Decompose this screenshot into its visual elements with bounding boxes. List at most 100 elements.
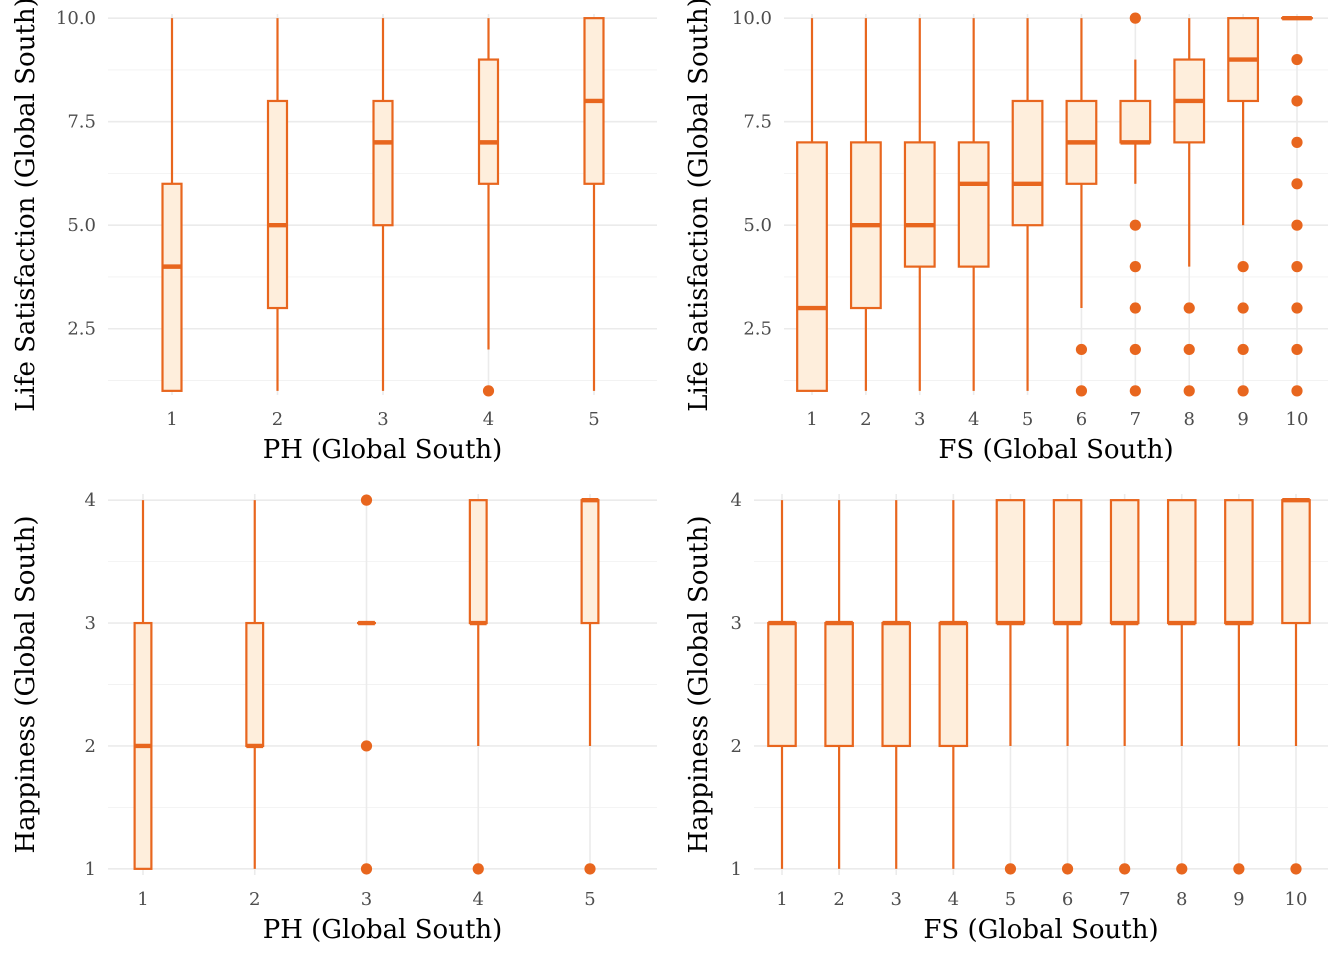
x-tick-label: 5 bbox=[1005, 889, 1016, 910]
box-group-8 bbox=[1166, 499, 1197, 875]
box bbox=[1166, 499, 1197, 625]
box-group-9 bbox=[1227, 17, 1260, 397]
box bbox=[881, 621, 912, 748]
box-group-7 bbox=[1119, 12, 1152, 397]
x-tick-label: 3 bbox=[361, 889, 372, 910]
box-group-5 bbox=[580, 497, 600, 875]
chart-panel-3: 1 2 3 4 1 2 3 4 5 PH (Global South) Happiness (Glo… bbox=[11, 490, 657, 945]
outlier-point bbox=[1291, 261, 1303, 273]
outlier-point bbox=[1237, 343, 1249, 356]
y-tick-label: 2.5 bbox=[743, 319, 772, 340]
outlier-point bbox=[1291, 302, 1303, 314]
y-axis-title: Life Satisfaction (Global South) bbox=[684, 0, 714, 412]
box bbox=[468, 499, 488, 625]
y-tick-label: 4 bbox=[731, 490, 742, 511]
outlier-point bbox=[1119, 863, 1131, 875]
box bbox=[938, 621, 969, 748]
y-tick-label: 3 bbox=[85, 613, 96, 634]
x-tick-label: 2 bbox=[272, 409, 283, 430]
box bbox=[1011, 99, 1044, 227]
outlier-point bbox=[1183, 302, 1195, 314]
outlier-point bbox=[1183, 343, 1195, 356]
x-tick-label: 4 bbox=[473, 889, 484, 910]
x-tick-label: 9 bbox=[1233, 889, 1244, 910]
outlier-point bbox=[1004, 863, 1017, 875]
y-tick-label: 3 bbox=[731, 613, 742, 634]
x-tick-label: 3 bbox=[890, 889, 901, 910]
box-group-6 bbox=[1065, 18, 1098, 397]
x-tick-label: 1 bbox=[137, 889, 148, 910]
box bbox=[1224, 499, 1254, 625]
x-tick-label: 6 bbox=[1062, 889, 1073, 910]
chart-panel-1: 2.5 5.0 7.5 10.0 1 2 3 4 5 PH (Global South) Life … bbox=[11, 0, 657, 465]
y-axis-title: Happiness (Global South) bbox=[11, 515, 41, 853]
box-group-2 bbox=[824, 500, 854, 869]
box bbox=[1109, 499, 1140, 625]
box-group-4 bbox=[477, 18, 500, 397]
x-tick-label: 8 bbox=[1176, 889, 1187, 910]
outlier-point bbox=[1075, 385, 1088, 397]
x-axis-title: PH (Global South) bbox=[263, 915, 503, 945]
box-group-3 bbox=[372, 18, 394, 391]
box bbox=[995, 499, 1026, 625]
outlier-point bbox=[1129, 302, 1141, 314]
outlier-point bbox=[1129, 261, 1141, 273]
outlier-point bbox=[1291, 385, 1303, 397]
box-group-5 bbox=[995, 499, 1026, 875]
box bbox=[903, 141, 936, 268]
outlier-point bbox=[1291, 219, 1303, 231]
outlier-point bbox=[360, 740, 373, 752]
box-group-1 bbox=[767, 500, 797, 869]
box bbox=[1281, 499, 1311, 625]
x-axis-title: FS (Global South) bbox=[923, 915, 1158, 945]
x-tick-label: 6 bbox=[1076, 409, 1087, 430]
x-tick-label: 5 bbox=[588, 409, 599, 430]
chart-panel-2: 2.5 5.0 7.5 10.0 1 2 3 4 5 6 7 8 9 10 FS (Global South… bbox=[684, 0, 1328, 465]
x-axis-title: FS (Global South) bbox=[938, 435, 1173, 465]
x-tick-label: 1 bbox=[776, 889, 787, 910]
outlier-point bbox=[1061, 863, 1074, 875]
outlier-point bbox=[1129, 219, 1141, 231]
x-tick-label: 2 bbox=[860, 409, 871, 430]
x-tick-label: 4 bbox=[968, 409, 979, 430]
box-group-10 bbox=[1281, 15, 1313, 397]
y-tick-label: 2 bbox=[85, 736, 96, 757]
outlier-point bbox=[1291, 343, 1303, 356]
y-tick-label: 7.5 bbox=[743, 112, 772, 133]
outlier-point bbox=[1237, 261, 1249, 273]
box-group-8 bbox=[1173, 18, 1206, 397]
box bbox=[372, 99, 394, 227]
x-tick-label: 2 bbox=[249, 889, 260, 910]
box-group-9 bbox=[1224, 499, 1254, 875]
x-tick-label: 3 bbox=[377, 409, 388, 430]
y-tick-label: 10.0 bbox=[56, 8, 96, 29]
box bbox=[580, 499, 600, 625]
outlier-point bbox=[360, 863, 373, 875]
outlier-point bbox=[1129, 385, 1141, 397]
x-tick-label: 8 bbox=[1183, 409, 1194, 430]
y-tick-label: 2.5 bbox=[67, 319, 96, 340]
x-tick-label: 4 bbox=[948, 889, 959, 910]
x-tick-label: 10 bbox=[1285, 889, 1308, 910]
x-tick-label: 10 bbox=[1286, 409, 1309, 430]
y-tick-label: 5.0 bbox=[67, 215, 96, 236]
box bbox=[477, 58, 500, 185]
box-group-1 bbox=[161, 18, 183, 392]
y-tick-label: 2 bbox=[731, 736, 742, 757]
outlier-point bbox=[1233, 863, 1245, 875]
y-tick-label: 10.0 bbox=[732, 8, 772, 29]
box-group-2 bbox=[266, 18, 289, 391]
box-group-2 bbox=[245, 500, 265, 869]
x-tick-label: 5 bbox=[1022, 409, 1033, 430]
y-tick-label: 5.0 bbox=[743, 215, 772, 236]
box-group-1 bbox=[796, 18, 828, 392]
x-tick-label: 9 bbox=[1237, 409, 1248, 430]
box-group-3 bbox=[357, 494, 376, 875]
box-group-1 bbox=[133, 500, 153, 870]
x-tick-label: 3 bbox=[914, 409, 925, 430]
outlier-point bbox=[1237, 302, 1249, 314]
outlier-point bbox=[1176, 863, 1188, 875]
outlier-point bbox=[584, 863, 596, 875]
box-group-3 bbox=[881, 500, 912, 869]
